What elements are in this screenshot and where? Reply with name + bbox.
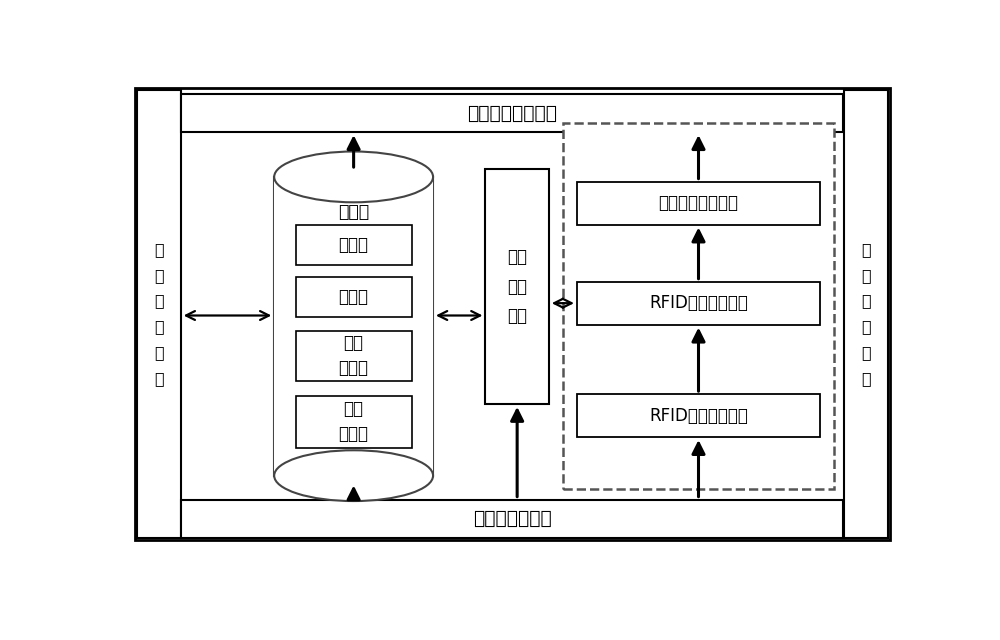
Ellipse shape xyxy=(274,451,433,501)
Bar xyxy=(274,177,433,476)
FancyBboxPatch shape xyxy=(563,123,834,489)
FancyBboxPatch shape xyxy=(296,331,412,381)
FancyBboxPatch shape xyxy=(181,93,843,132)
Text: 事件库: 事件库 xyxy=(339,288,369,306)
FancyBboxPatch shape xyxy=(296,396,412,448)
FancyBboxPatch shape xyxy=(181,500,843,538)
Text: 规则库: 规则库 xyxy=(339,236,369,255)
FancyBboxPatch shape xyxy=(296,225,412,266)
Text: 读写器接口模块: 读写器接口模块 xyxy=(473,509,551,528)
FancyBboxPatch shape xyxy=(296,277,412,317)
FancyBboxPatch shape xyxy=(485,169,549,404)
Text: 设备
驱动库: 设备 驱动库 xyxy=(339,335,369,378)
FancyBboxPatch shape xyxy=(577,182,820,225)
FancyBboxPatch shape xyxy=(577,282,820,324)
Text: 数据库: 数据库 xyxy=(338,202,369,221)
Text: 管
理
配
置
模
块: 管 理 配 置 模 块 xyxy=(154,242,164,386)
FancyBboxPatch shape xyxy=(844,90,888,538)
Text: 上层应用接口模块: 上层应用接口模块 xyxy=(467,104,557,122)
Text: 配置
参数库: 配置 参数库 xyxy=(339,400,369,444)
FancyBboxPatch shape xyxy=(137,90,181,538)
Text: 数
据
处
理
模
块: 数 据 处 理 模 块 xyxy=(861,242,871,386)
FancyBboxPatch shape xyxy=(577,394,820,437)
Text: 数据
缓存
模块: 数据 缓存 模块 xyxy=(507,248,527,325)
Text: 复杂事件组装模块: 复杂事件组装模块 xyxy=(658,194,738,212)
Text: RFID数据分组模块: RFID数据分组模块 xyxy=(649,406,748,424)
FancyBboxPatch shape xyxy=(135,88,890,540)
Ellipse shape xyxy=(274,152,433,202)
Text: RFID数据过滤模块: RFID数据过滤模块 xyxy=(649,294,748,312)
